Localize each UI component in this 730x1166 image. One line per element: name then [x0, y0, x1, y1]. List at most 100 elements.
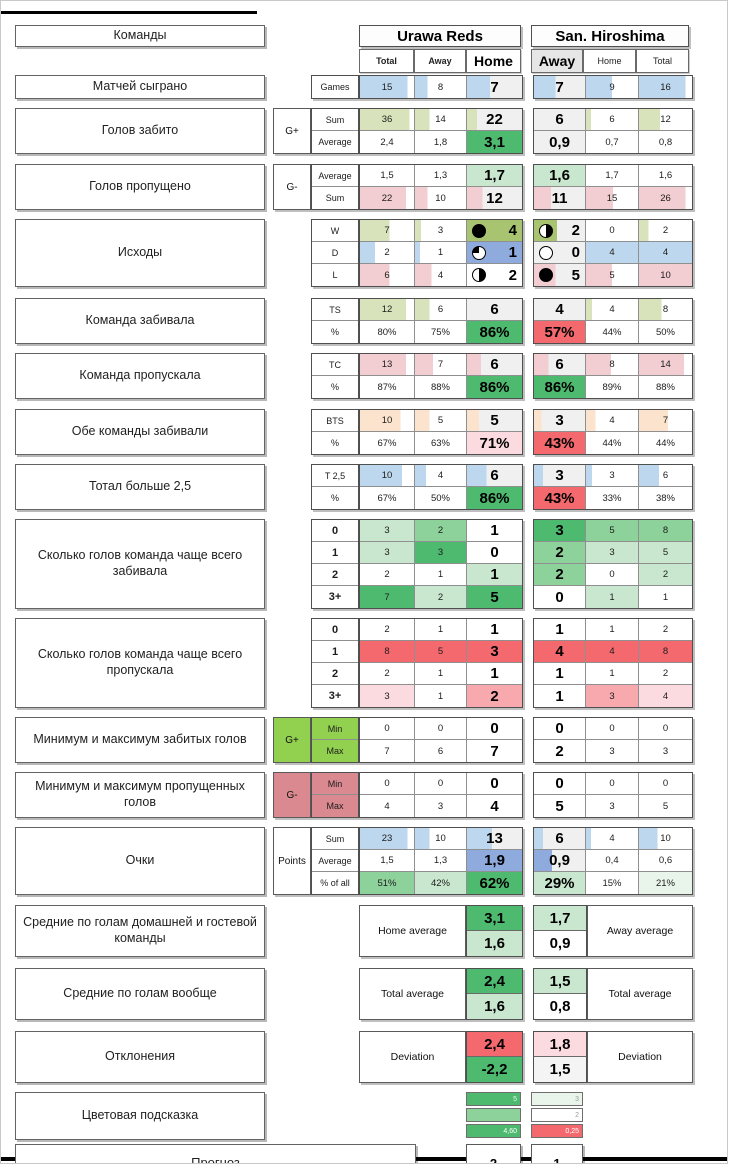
- stat-value: 3,1: [484, 133, 505, 151]
- stat-block-team1: 1,5 1,3 1,7 22 10 12: [359, 164, 523, 210]
- stat-cell: 2: [639, 564, 692, 586]
- stat-value: 3: [555, 522, 564, 539]
- stat-cell: 21%: [639, 872, 692, 894]
- stat-value: 12: [486, 189, 503, 207]
- stat-cell: 0: [586, 220, 639, 242]
- stat-value: 4: [609, 833, 615, 844]
- stat-value: 3: [437, 547, 444, 558]
- row-label-block: Sum Average: [311, 108, 359, 154]
- stat-value: 22: [381, 192, 393, 204]
- stat-value: 0: [555, 720, 564, 737]
- stat-value: 2: [437, 525, 444, 536]
- stat-cell: 2: [534, 564, 586, 586]
- row-label: TC: [312, 354, 358, 376]
- stat-block-team2: 6 6 12 0,9 0,7 0,8: [533, 108, 693, 154]
- stat-value: 89%: [602, 381, 622, 393]
- legend-value: 2: [575, 1111, 579, 1119]
- stat-value: 50%: [430, 492, 450, 504]
- stat-value: 23: [381, 833, 393, 844]
- stat-value: 1,7: [549, 909, 571, 927]
- section-label: Матчей сыграно: [15, 75, 265, 99]
- stat-cell: 1: [586, 586, 639, 608]
- stat-value: 10: [381, 470, 393, 481]
- stat-block-team2: 1 1 2 4 4 8 1 1 2 1 3 4: [533, 618, 693, 708]
- section-label-col: Голов забито: [1, 108, 265, 154]
- stat-value: 8: [662, 525, 669, 536]
- stat-value: 7: [555, 78, 564, 96]
- stat-block-team1: 12 6 6 80% 75% 86%: [359, 298, 523, 344]
- stat-value: 5: [437, 415, 444, 426]
- stat-cell: 63%: [415, 432, 467, 454]
- stat-cell: 4: [586, 410, 639, 432]
- stat-value: 1,3: [433, 855, 448, 866]
- stat-value: 7: [490, 78, 499, 96]
- stat-cell: 2: [467, 264, 522, 286]
- stat-value: 0,7: [605, 136, 619, 148]
- stat-value: 1: [555, 665, 564, 682]
- stat-value: 5: [437, 646, 444, 657]
- row-label: % of all: [320, 878, 350, 888]
- stat-block-team1: 10 5 5 67% 63% 71%: [359, 409, 523, 455]
- stat-value: 0: [490, 544, 499, 561]
- stat-value: 43%: [544, 434, 575, 452]
- section-label-col: Голов пропущено: [1, 164, 265, 210]
- row-label: Average: [318, 137, 352, 147]
- group-col: G-: [265, 164, 311, 210]
- value-block: 3,1 1,6: [466, 905, 523, 957]
- row-label: D: [312, 242, 358, 264]
- stat-value: 2: [384, 569, 390, 580]
- row-label: Max: [312, 795, 358, 817]
- stat-value: 0: [609, 723, 615, 734]
- stat-value: 10: [660, 833, 671, 844]
- stat-value: 10: [381, 415, 393, 426]
- stat-cell: 22: [467, 109, 522, 131]
- stat-block-team2: 3 5 8 2 3 5 2 0 2 0 1 1: [533, 519, 693, 609]
- stat-value: 21%: [655, 877, 675, 889]
- stat-cell: 57%: [534, 321, 586, 343]
- stat-cell: 13: [467, 828, 522, 850]
- stat-cell: 1,5: [360, 850, 415, 872]
- stat-cell: 67%: [360, 487, 415, 509]
- stat-value: 3: [609, 745, 615, 757]
- section-label: Команда пропускала: [15, 353, 265, 399]
- stat-value: 0: [662, 778, 669, 789]
- stat-value: 16: [660, 81, 671, 93]
- stat-value: 3: [662, 745, 669, 757]
- stat-cell: 0,8: [639, 131, 692, 153]
- stat-value: 1: [555, 687, 564, 705]
- stat-cell: -2,2: [467, 1057, 522, 1082]
- section-label-col: Прогноз: [1, 1144, 416, 1163]
- stat-cell: 10: [415, 187, 467, 209]
- row-label: T 2,5: [312, 465, 358, 487]
- stat-value: 22: [486, 111, 503, 128]
- stat-cell: 2: [534, 220, 586, 242]
- stat-value: 2: [662, 225, 669, 236]
- stat-value: 5: [609, 269, 615, 281]
- stat-block-team1: 10 4 6 67% 50% 86%: [359, 464, 523, 510]
- team2-name: San. Hiroshima: [531, 25, 689, 47]
- value-block: 2,4 1,6: [466, 968, 523, 1020]
- stat-cell: 2: [360, 242, 415, 264]
- stat-cell: 3: [360, 520, 415, 542]
- stat-value: 62%: [479, 874, 510, 892]
- legend-cell: 3: [531, 1092, 583, 1106]
- section-label-col: Команда пропускала: [1, 353, 265, 399]
- row-label: Average: [312, 165, 358, 187]
- section-label-col: Исходы: [1, 219, 265, 287]
- stat-value: 42%: [430, 877, 450, 889]
- section-label: Минимум и максимум пропущенных голов: [15, 772, 265, 818]
- stat-value: 3: [437, 800, 444, 812]
- stat-cell: 3: [586, 740, 639, 762]
- section-label: Средние по голам домашней и гостевой ком…: [15, 905, 265, 957]
- group-label-goals-conceded: G-: [273, 164, 311, 210]
- stat-value: 6: [437, 304, 444, 315]
- legend-value: 5: [513, 1095, 517, 1103]
- row-label: L: [332, 270, 338, 280]
- stat-cell: 86%: [467, 376, 522, 398]
- stat-cell: 5: [415, 410, 467, 432]
- stat-cell: 6: [467, 465, 522, 487]
- stat-cell: 2: [360, 564, 415, 586]
- stat-value: 14: [660, 359, 671, 370]
- stat-cell: 8: [639, 520, 692, 542]
- stat-cell: 2: [639, 220, 692, 242]
